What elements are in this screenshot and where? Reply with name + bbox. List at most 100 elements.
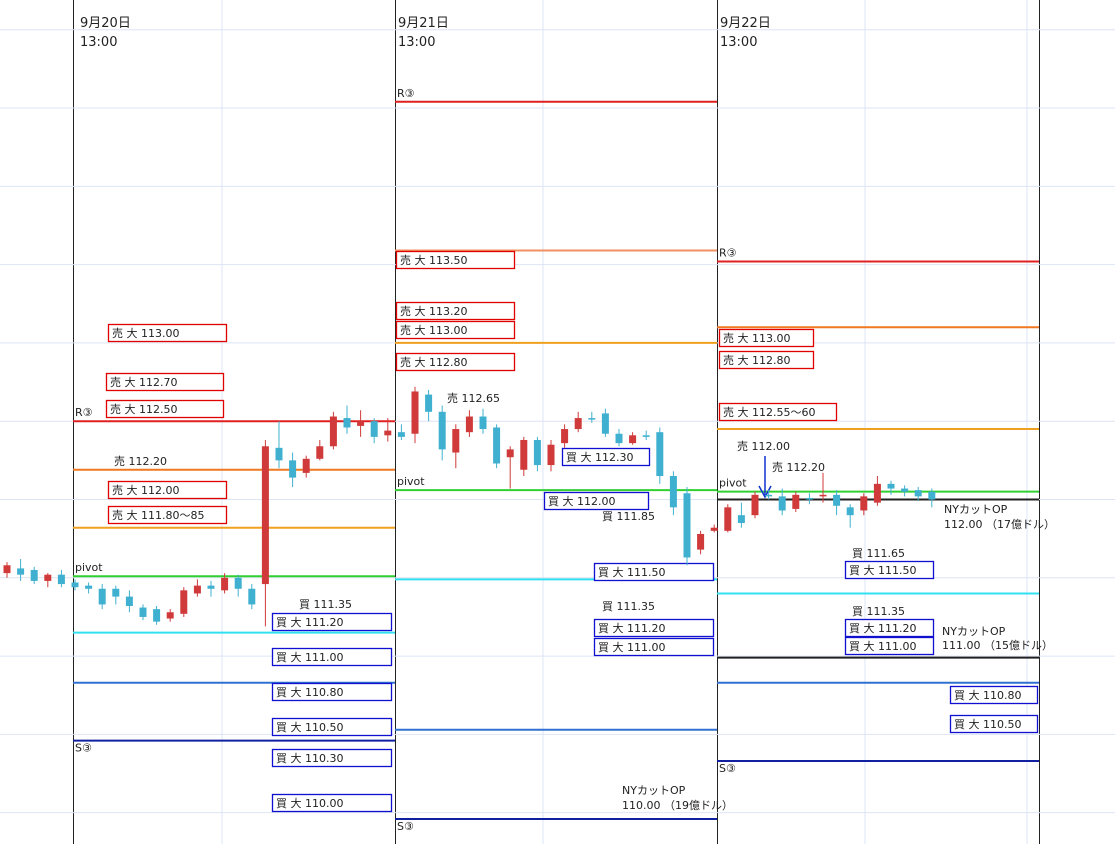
annotation-box xyxy=(271,748,393,768)
candle-body xyxy=(193,585,201,594)
annotation-box xyxy=(105,399,225,419)
annotation-text: 買 大 111.50 xyxy=(598,565,665,579)
candle-body xyxy=(765,494,773,497)
candle-body xyxy=(370,421,378,437)
candle-body xyxy=(316,446,324,459)
candle-body xyxy=(751,494,759,516)
annotation-text: 売 大 112.80 xyxy=(400,355,467,369)
annotation-text: 売 大 113.00 xyxy=(723,331,790,345)
annotation-box xyxy=(107,480,228,500)
annotation-text: 買 大 110.80 xyxy=(954,688,1021,702)
candle-body xyxy=(153,609,161,622)
annotation-box xyxy=(271,793,393,813)
annotation-text: 売 112.65 xyxy=(447,392,500,405)
candle-body xyxy=(533,440,541,466)
annotation-box xyxy=(844,636,935,656)
candle-body xyxy=(357,421,365,426)
candle-body xyxy=(329,416,337,447)
annotation-text: NYカットOP xyxy=(942,625,1006,638)
candle-body xyxy=(289,460,297,478)
candle-body xyxy=(71,582,79,588)
annotation-text: 買 大 110.80 xyxy=(276,685,343,699)
candle-body xyxy=(57,574,65,585)
candle-body xyxy=(438,411,446,450)
candle-body xyxy=(724,507,732,531)
annotation-text: 買 大 111.20 xyxy=(598,621,665,635)
annotation-text: 売 大 113.50 xyxy=(400,253,467,267)
annotation-box xyxy=(844,560,935,580)
annotation-text: 売 大 113.00 xyxy=(112,326,179,340)
annotation-box xyxy=(593,562,715,582)
level-label: R③ xyxy=(75,406,93,419)
annotation-text: 買 111.35 xyxy=(852,605,905,618)
annotation-text: 売 112.00 xyxy=(737,440,790,453)
annotation-text: 買 大 111.00 xyxy=(276,650,343,664)
annotation-text: NYカットOP xyxy=(622,784,686,797)
candle-body xyxy=(873,483,881,503)
annotation-text: 買 大 110.50 xyxy=(954,717,1021,731)
annotation-text: 売 大 112.70 xyxy=(110,375,177,389)
annotation-text: 買 大 111.20 xyxy=(276,615,343,629)
candle-body xyxy=(17,568,25,575)
time-label: 13:00 xyxy=(720,35,757,50)
annotation-text: 111.00 （15億ドル） xyxy=(942,639,1053,652)
candle-body xyxy=(928,491,936,500)
candle-body xyxy=(656,432,664,477)
date-label: 9月20日 xyxy=(80,16,131,31)
annotation-text: 買 大 111.00 xyxy=(598,640,665,654)
candle-body xyxy=(887,483,895,489)
candle-body xyxy=(234,577,242,589)
time-label: 13:00 xyxy=(398,35,435,50)
level-label: pivot xyxy=(397,475,425,488)
candle-body xyxy=(465,416,473,433)
candle-body xyxy=(792,494,800,509)
candle-body xyxy=(125,596,133,606)
candle-body xyxy=(520,440,528,470)
candle-body xyxy=(778,496,786,511)
candle-body xyxy=(669,476,677,508)
level-label: S③ xyxy=(397,820,414,833)
candle-body xyxy=(629,435,637,444)
annotation-text: 売 大 112.00 xyxy=(112,483,179,497)
level-label: pivot xyxy=(75,561,103,574)
annotation-text: 売 大 112.55～60 xyxy=(723,405,815,419)
candle-body xyxy=(302,458,310,473)
candle-body xyxy=(737,515,745,523)
level-label: pivot xyxy=(719,477,747,490)
level-label: R③ xyxy=(397,87,415,100)
annotation-box xyxy=(543,491,650,511)
annotation-text: 買 大 110.30 xyxy=(276,751,343,765)
candle-body xyxy=(574,418,582,430)
level-label: S③ xyxy=(75,742,92,755)
candle-body xyxy=(452,429,460,453)
candle-body xyxy=(697,533,705,550)
annotation-box xyxy=(718,402,838,422)
candle-body xyxy=(98,588,106,605)
annotation-text: 売 大 111.80～85 xyxy=(112,508,204,522)
annotation-text: 買 大 111.20 xyxy=(849,621,916,635)
annotation-text: 買 大 111.00 xyxy=(849,639,916,653)
annotation-box xyxy=(271,717,393,737)
annotation-text: 売 112.20 xyxy=(772,461,825,474)
candle-body xyxy=(642,435,650,437)
annotation-box xyxy=(271,612,393,632)
annotation-text: 買 大 110.00 xyxy=(276,796,343,810)
candle-body xyxy=(860,496,868,511)
candle-body xyxy=(901,488,909,492)
annotation-box xyxy=(395,320,516,340)
annotation-box xyxy=(718,328,815,348)
candle-body xyxy=(506,449,514,458)
candle-body xyxy=(615,433,623,444)
annotation-text: 売 大 113.20 xyxy=(400,304,467,318)
annotation-box xyxy=(107,323,228,343)
candle-body xyxy=(479,416,487,430)
annotation-box xyxy=(395,301,516,321)
candle-body xyxy=(819,494,827,497)
candle-body xyxy=(833,494,841,506)
annotation-text: 売 112.20 xyxy=(114,455,167,468)
candle-body xyxy=(221,577,229,591)
candle-body xyxy=(601,413,609,434)
annotation-box xyxy=(718,350,815,370)
candle-body xyxy=(248,588,256,605)
candle-body xyxy=(710,527,718,531)
